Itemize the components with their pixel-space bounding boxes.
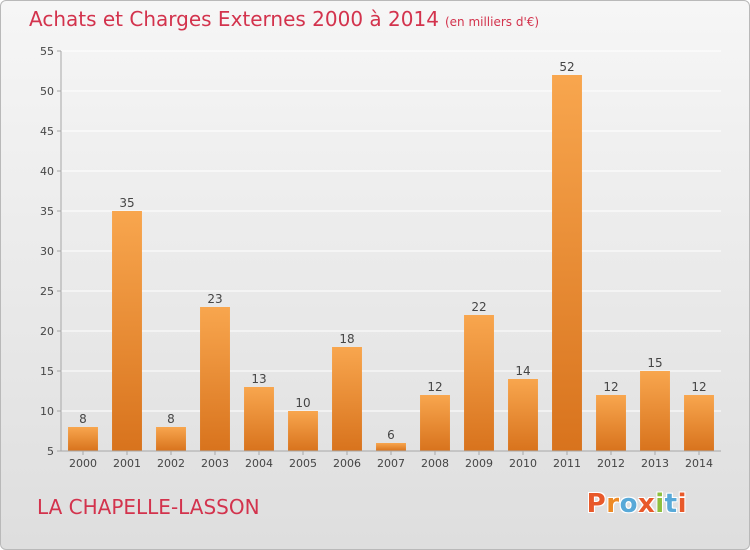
x-tick-label: 2012 [597, 457, 625, 470]
x-tick-label: 2003 [201, 457, 229, 470]
x-tick-label: 2014 [685, 457, 713, 470]
y-tick-label: 15 [40, 365, 54, 378]
bar-2009 [464, 315, 494, 451]
y-tick-labels: 5 10 15 20 25 30 35 40 45 50 55 [40, 45, 54, 458]
bar-2011 [552, 75, 582, 451]
data-label: 14 [515, 364, 530, 378]
y-tick-label: 30 [40, 245, 54, 258]
y-tick-label: 40 [40, 165, 54, 178]
data-label: 8 [167, 412, 175, 426]
x-tick-label: 2009 [465, 457, 493, 470]
y-tick-label: 45 [40, 125, 54, 138]
y-tick-label: 50 [40, 85, 54, 98]
bar-2003 [200, 307, 230, 451]
data-label: 12 [603, 380, 618, 394]
bar-2002 [156, 427, 186, 451]
y-tick-label: 5 [47, 445, 54, 458]
data-label: 18 [339, 332, 354, 346]
data-label: 15 [647, 356, 662, 370]
y-tick-label: 25 [40, 285, 54, 298]
bar-2008 [420, 395, 450, 451]
data-label: 22 [471, 300, 486, 314]
chart-unit: (en milliers d'€) [444, 15, 540, 29]
chart-title-text: Achats et Charges Externes 2000 à 2014 [29, 7, 439, 31]
bar-2001 [112, 211, 142, 451]
logo-letter: x [637, 489, 656, 519]
logo-letter: t [664, 489, 678, 519]
x-tick-label: 2006 [333, 457, 361, 470]
bar-2010 [508, 379, 538, 451]
bar-2006 [332, 347, 362, 451]
x-tick-label: 2007 [377, 457, 405, 470]
proxiti-logo[interactable]: Proxiti [587, 489, 687, 519]
bar-2013 [640, 371, 670, 451]
data-label: 12 [691, 380, 706, 394]
data-label: 8 [79, 412, 87, 426]
logo-letter: P [586, 489, 607, 519]
axes [60, 51, 721, 455]
x-tick-labels: 2000 2001 2002 2003 2004 2005 2006 2007 2008 2009… [69, 457, 713, 470]
logo-letter: i [677, 489, 687, 519]
x-tick-label: 2000 [69, 457, 97, 470]
place-name: LA CHAPELLE-LASSON [37, 495, 260, 519]
bars [68, 75, 714, 451]
data-labels: 8 35 8 23 13 10 18 6 12 22 14 52 12 15 12 [79, 60, 706, 442]
data-label: 52 [559, 60, 574, 74]
bar-2012 [596, 395, 626, 451]
data-label: 35 [119, 196, 134, 210]
x-tick-label: 2005 [289, 457, 317, 470]
x-tick-label: 2008 [421, 457, 449, 470]
x-tick-label: 2011 [553, 457, 581, 470]
x-tick-label: 2002 [157, 457, 185, 470]
bar-2007 [376, 443, 406, 451]
x-tick-label: 2010 [509, 457, 537, 470]
logo-letter: i [655, 489, 665, 519]
x-tick-label: 2001 [113, 457, 141, 470]
bar-2000 [68, 427, 98, 451]
bar-2005 [288, 411, 318, 451]
data-label: 23 [207, 292, 222, 306]
x-tick-label: 2004 [245, 457, 273, 470]
bar-2014 [684, 395, 714, 451]
y-tick-label: 20 [40, 325, 54, 338]
y-tick-label: 10 [40, 405, 54, 418]
bar-2004 [244, 387, 274, 451]
x-tick-label: 2013 [641, 457, 669, 470]
chart-title: Achats et Charges Externes 2000 à 2014 (e… [29, 7, 539, 31]
grid [57, 50, 721, 452]
data-label: 12 [427, 380, 442, 394]
data-label: 10 [295, 396, 310, 410]
y-tick-label: 55 [40, 45, 54, 58]
data-label: 13 [251, 372, 266, 386]
data-label: 6 [387, 428, 395, 442]
logo-letter: o [619, 489, 638, 519]
y-tick-label: 35 [40, 205, 54, 218]
logo-letter: r [606, 489, 620, 519]
